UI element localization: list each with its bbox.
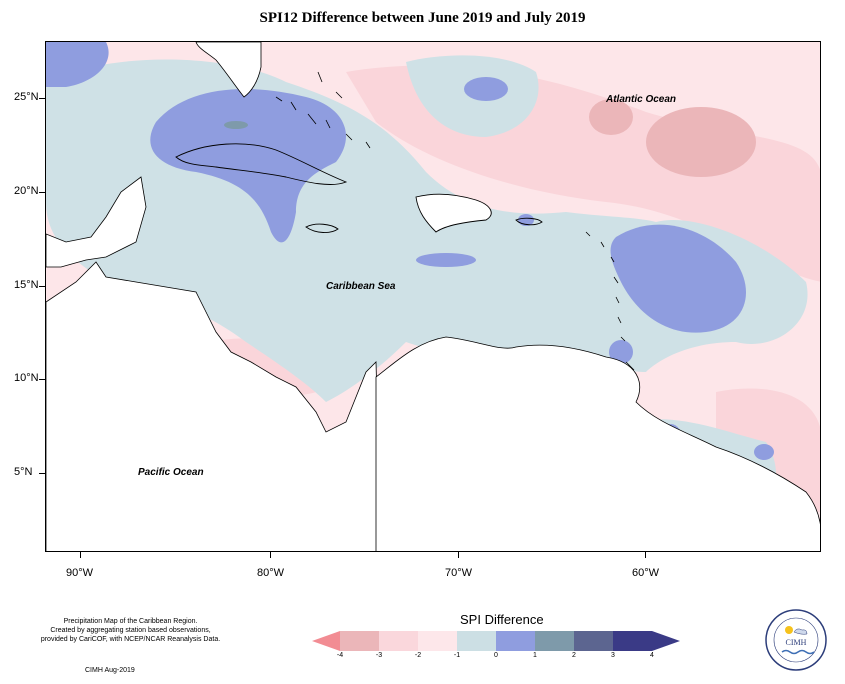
- latitude-label-5n: 5°N: [14, 466, 33, 478]
- legend-tick-label: 2: [572, 652, 576, 659]
- latitude-tick: [39, 98, 45, 99]
- legend-tick-label: -4: [336, 652, 344, 659]
- longitude-tick: [270, 552, 271, 558]
- latitude-label-20n: 20°N: [14, 185, 39, 197]
- legend-title: SPI Difference: [460, 612, 544, 627]
- logo-cloud-icon: [793, 628, 808, 635]
- negative-core-suriname: [754, 444, 774, 460]
- negative-core-grenada: [609, 340, 633, 364]
- land-south-america: [375, 336, 820, 551]
- place-label-pacific-ocean: Pacific Ocean: [138, 467, 204, 478]
- negative-core-northwest: [46, 42, 109, 87]
- legend-swatch: [613, 631, 652, 651]
- longitude-label-60w: 60°W: [632, 567, 660, 579]
- logo-text: CIMH: [786, 638, 807, 647]
- logo-inner-ring: [773, 617, 819, 663]
- spi-difference-map: [46, 42, 820, 551]
- negative-core-caribbean: [416, 253, 476, 267]
- latitude-tick: [39, 286, 45, 287]
- longitude-tick: [458, 552, 459, 558]
- credits-line: Precipitation Map of the Caribbean Regio…: [63, 618, 198, 625]
- legend-swatch-max-arrow: [652, 631, 680, 651]
- legend-tick-label: 3: [611, 652, 615, 659]
- land-yucatan: [46, 176, 147, 268]
- cimh-logo: CIMH: [765, 609, 827, 671]
- land-florida: [195, 42, 262, 98]
- longitude-tick: [645, 552, 646, 558]
- credits-line: provided by CariCOF, with NCEP/NCAR Rean…: [40, 636, 221, 643]
- longitude-tick: [80, 552, 81, 558]
- legend-tick-label: 1: [533, 652, 537, 659]
- logo-sun-icon: [785, 626, 793, 634]
- land-cuba: [175, 143, 348, 185]
- latitude-tick: [39, 192, 45, 193]
- longitude-label-70w: 70°W: [445, 567, 473, 579]
- legend-tick-label: -3: [375, 652, 383, 659]
- map-title: SPI12 Difference between June 2019 and J…: [259, 10, 586, 26]
- negative-core-dark: [224, 121, 248, 129]
- land-hispaniola: [415, 193, 492, 233]
- strong-positive-core-1: [646, 107, 756, 177]
- land-puerto-rico: [515, 217, 543, 226]
- latitude-label-10n: 10°N: [14, 372, 39, 384]
- land-jamaica: [305, 223, 339, 233]
- map-panel: [45, 41, 821, 552]
- legend-swatch: [457, 631, 496, 651]
- legend-tick-label: 0: [494, 652, 498, 659]
- legend-swatch: [574, 631, 613, 651]
- credits-text: Precipitation Map of the Caribbean Regio…: [18, 617, 243, 644]
- negative-core-pr: [518, 214, 534, 226]
- strong-positive-core-2: [589, 99, 633, 135]
- latitude-label-25n: 25°N: [14, 91, 39, 103]
- latitude-tick: [39, 379, 45, 380]
- legend-tick-label: 4: [650, 652, 654, 659]
- negative-core-cuba: [150, 89, 346, 243]
- legend-swatch: [535, 631, 574, 651]
- legend-swatch: [379, 631, 418, 651]
- legend-swatch: [418, 631, 457, 651]
- legend-tick-label: -1: [453, 652, 461, 659]
- legend-tick-label: -2: [414, 652, 422, 659]
- credits-line: Created by aggregating station based obs…: [50, 627, 211, 634]
- place-label-atlantic-ocean: Atlantic Ocean: [606, 94, 677, 105]
- legend-swatch: [340, 631, 379, 651]
- longitude-label-80w: 80°W: [257, 567, 285, 579]
- land-lesser-antilles: [585, 231, 635, 371]
- land-central-america: [46, 261, 382, 551]
- legend-swatch: [496, 631, 535, 651]
- longitude-label-90w: 90°W: [66, 567, 94, 579]
- land-bahamas: [275, 71, 371, 149]
- legend-colorbar: [312, 631, 680, 651]
- legend-swatch-min-arrow: [312, 631, 340, 651]
- negative-core-atlantic: [464, 77, 508, 101]
- logo-ring: [765, 609, 827, 671]
- latitude-tick: [39, 473, 45, 474]
- place-label-caribbean-sea: Caribbean Sea: [326, 281, 396, 292]
- logo-wave-icon: [781, 649, 815, 655]
- negative-core-lesser-antilles: [610, 224, 746, 333]
- footer-credit: CIMH Aug-2019: [85, 667, 135, 674]
- latitude-label-15n: 15°N: [14, 279, 39, 291]
